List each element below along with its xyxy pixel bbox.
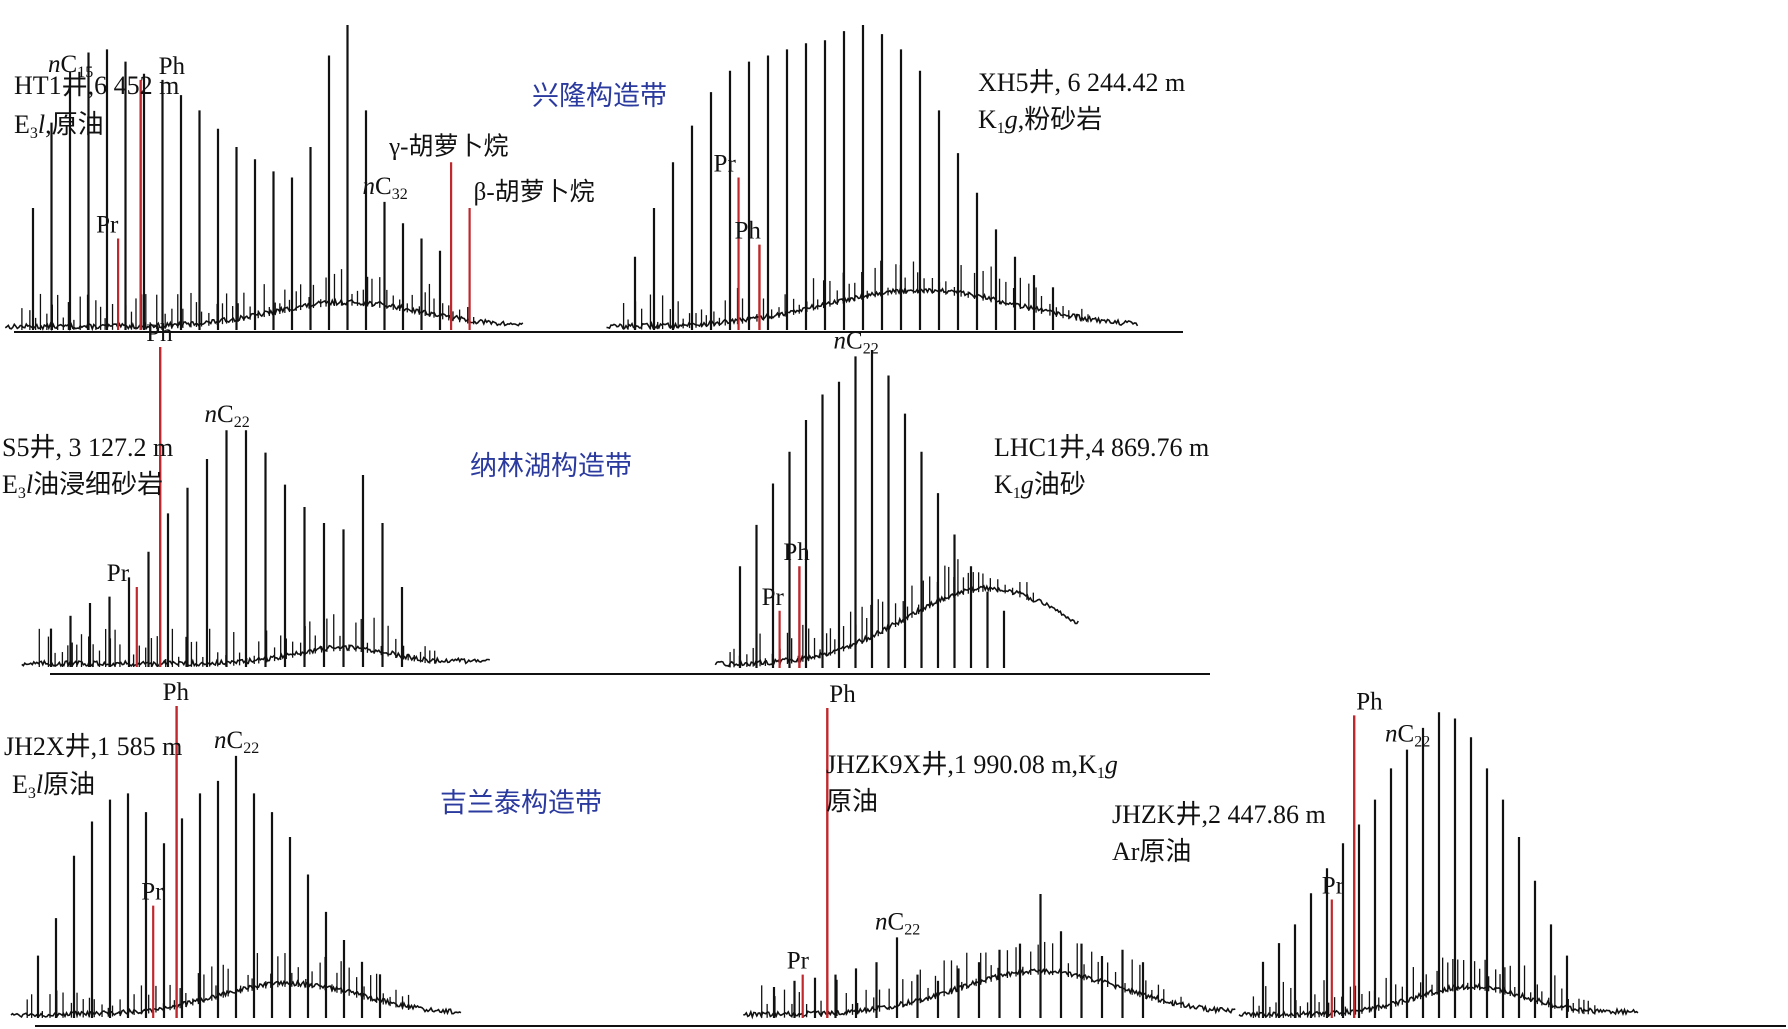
phytane-label: Ph bbox=[783, 539, 810, 566]
lhc1-well-label: LHC1井,4 869.76 m bbox=[994, 433, 1209, 462]
pristane-label: Pr bbox=[107, 560, 130, 587]
nc22-label: nC22 bbox=[875, 908, 920, 938]
baseline-noise bbox=[607, 288, 1138, 328]
jh2x-zone-label: 吉兰泰构造带 bbox=[440, 788, 602, 819]
jhzk-lithology-label: Ar原油 bbox=[1112, 837, 1191, 866]
jhzk-well-label: JHZK井,2 447.86 m bbox=[1112, 800, 1326, 829]
baseline-noise bbox=[22, 645, 490, 666]
pristane-label: Pr bbox=[787, 948, 810, 975]
nc22-label: nC22 bbox=[1385, 721, 1430, 751]
pristane-label: Pr bbox=[714, 151, 737, 178]
nc32-label: nC32 bbox=[363, 173, 408, 203]
ht1-zone-label: 兴隆构造带 bbox=[532, 81, 667, 112]
chromatogram-figure: Pr Ph γ-胡萝卜烷 β-胡萝卜烷 nC15 nC32 Pr Ph Pr Ph nC22 P… bbox=[0, 0, 1788, 1029]
phytane-label: Ph bbox=[734, 218, 761, 245]
nc22-label: nC22 bbox=[214, 727, 259, 757]
xh5-well-label: XH5井, 6 244.42 m bbox=[978, 68, 1185, 97]
jhzk9x-lithology-label: 原油 bbox=[826, 787, 878, 816]
pristane-label: Pr bbox=[141, 879, 164, 906]
ht1-formation-label: E3l,原油 bbox=[14, 110, 104, 142]
baseline-noise bbox=[743, 969, 1235, 1017]
phytane-label: Ph bbox=[829, 681, 856, 708]
phytane-label: Ph bbox=[146, 320, 173, 347]
chromatogram-canvas: PrPhγ-胡萝卜烷β-胡萝卜烷nC15nC32 PrPh PrPhnC22 P… bbox=[0, 0, 1788, 1029]
pristane-label: Pr bbox=[96, 212, 119, 239]
phytane-label: Ph bbox=[163, 679, 190, 706]
nc22-label: nC22 bbox=[205, 401, 250, 431]
phytane-label: Ph bbox=[1356, 688, 1383, 715]
jh2x-well-label: JH2X井,1 585 m bbox=[4, 732, 182, 761]
xh5-formation-label: K1g,粉砂岩 bbox=[978, 105, 1102, 137]
s5-formation-label: E3l油浸细砂岩 bbox=[2, 470, 163, 502]
pristane-label: Pr bbox=[1322, 872, 1345, 899]
s5-well-label: S5井, 3 127.2 m bbox=[2, 433, 173, 462]
ht1-well-label: HT1井,6 452 m bbox=[14, 71, 179, 100]
pristane-label: Pr bbox=[762, 584, 785, 611]
jh2x-formation-label: E3l原油 bbox=[12, 770, 95, 802]
lhc1-formation-label: K1g油砂 bbox=[994, 470, 1086, 502]
trace-jh2x: Pr Ph nC22 bbox=[11, 679, 461, 1018]
carotane-label-1: β-胡萝卜烷 bbox=[474, 178, 595, 206]
jhzk9x-well-label: JHZK9X井,1 990.08 m,K1g bbox=[826, 750, 1118, 782]
carotane-label-0: γ-胡萝卜烷 bbox=[388, 132, 508, 160]
s5-zone-label: 纳林湖构造带 bbox=[470, 451, 632, 482]
